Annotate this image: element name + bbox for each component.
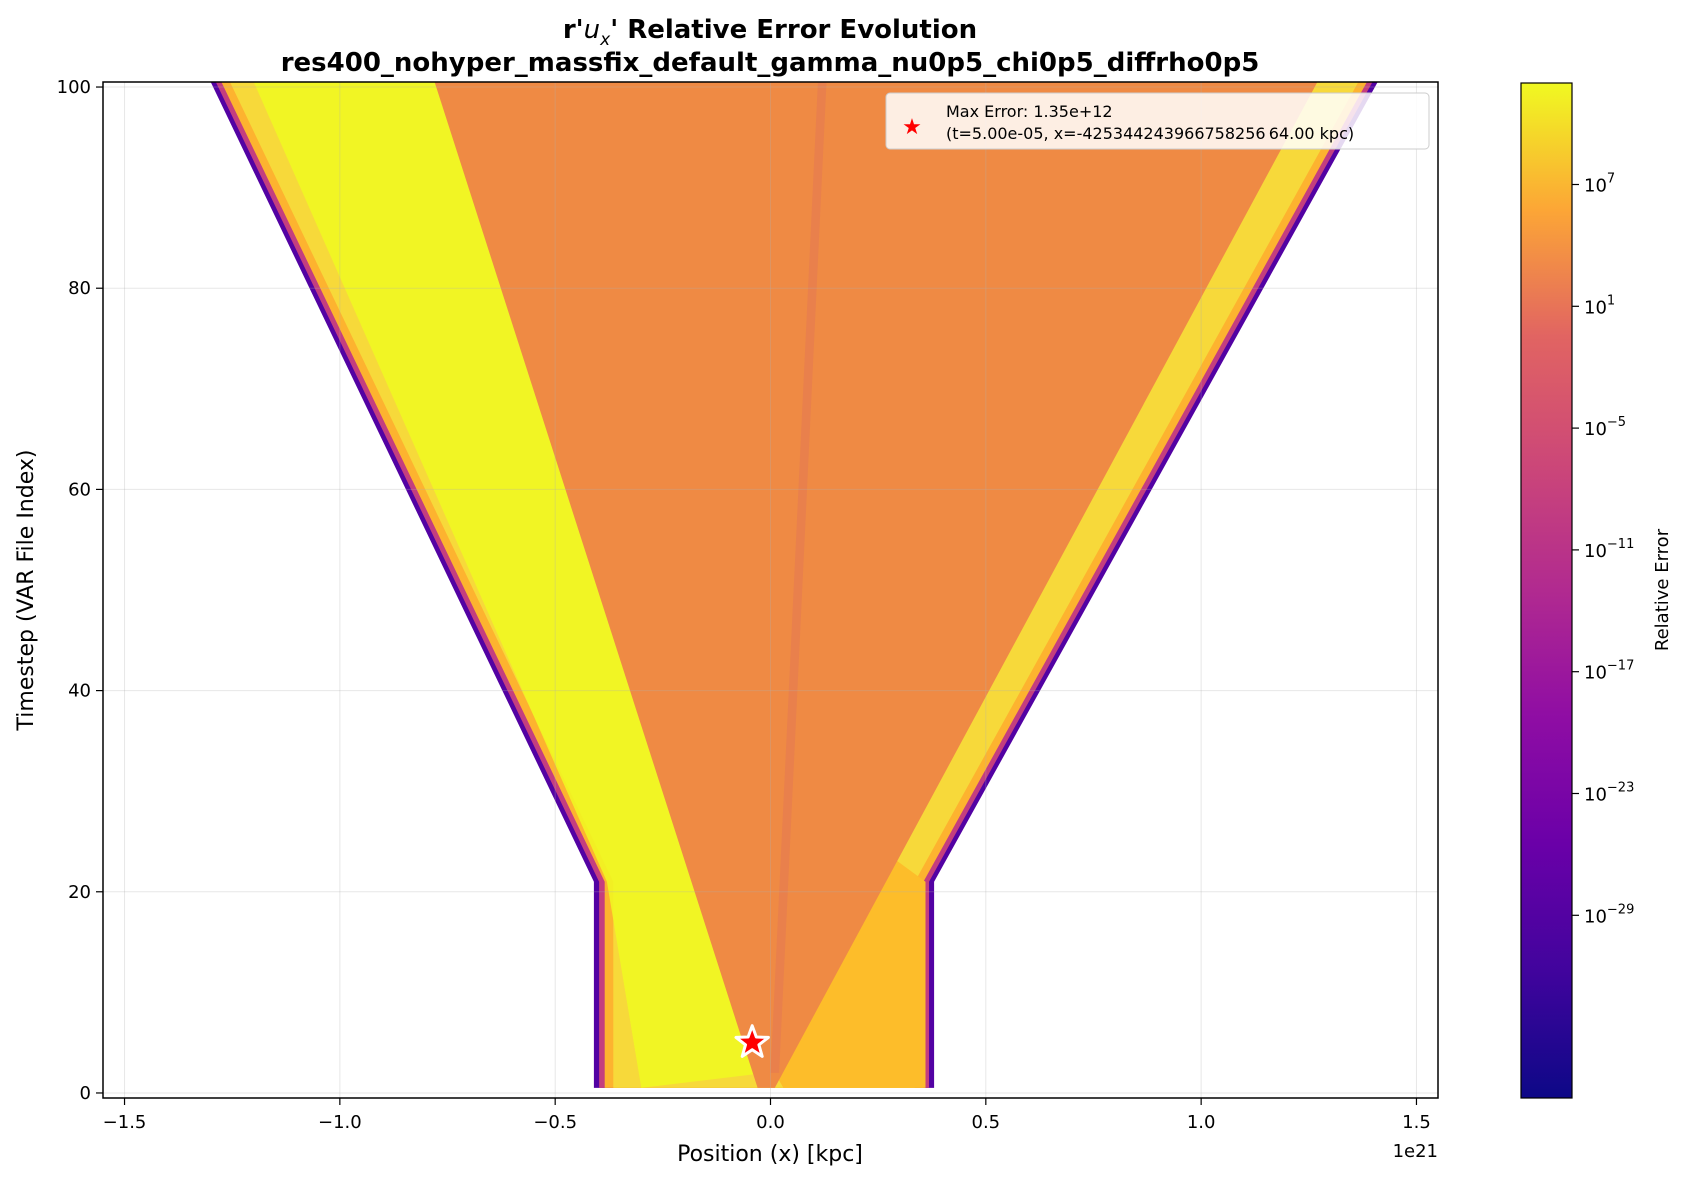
inner-cone-region <box>434 82 1318 1088</box>
y-axis-label: Timestep (VAR File Index) <box>14 450 39 732</box>
right-inner-band <box>774 831 926 1088</box>
grid-lines <box>103 82 1438 1098</box>
x-axis-ticks: −1.5 −1.0 −0.5 0.0 0.5 1.0 1.5 <box>103 1098 1431 1133</box>
left-peak-band <box>253 82 767 1088</box>
y-tick-label: 0 <box>80 1083 91 1104</box>
colorbar: 107 101 10−5 10−11 10−17 10−23 10−29 Relative … <box>1520 82 1673 1099</box>
x-tick-label: −1.5 <box>103 1112 147 1133</box>
x-tick-label: 0.0 <box>756 1112 785 1133</box>
colorbar-tick-label: 10−17 <box>1584 659 1634 684</box>
colorbar-tick-label: 101 <box>1584 293 1615 318</box>
plot-area: −1.5 −1.0 −0.5 0.0 0.5 1.0 1.5 0 20 40 60 80 100 <box>57 77 1439 1133</box>
colorbar-gradient <box>1520 82 1573 1099</box>
legend-box <box>885 92 1430 150</box>
legend: ★ Max Error: 1.35e+12 (t=5.00e-05, x=-42… <box>885 92 1430 150</box>
colorbar-tick-label: 10−29 <box>1584 902 1634 927</box>
colorbar-tick-label: 10−5 <box>1584 415 1626 440</box>
colorbar-tick-label: 10−23 <box>1584 781 1634 806</box>
x-offset-label: 1e21 <box>1393 1141 1438 1162</box>
legend-entry-line2: (t=5.00e-05, x=-425344243966758256 64.00… <box>946 124 1354 143</box>
heatmap-regions <box>210 82 1378 1088</box>
y-axis-ticks: 0 20 40 60 80 100 <box>57 77 103 1104</box>
x-tick-label: 1.0 <box>1187 1112 1216 1133</box>
central-streak <box>770 82 827 1073</box>
legend-entry-line1: Max Error: 1.35e+12 <box>946 102 1113 121</box>
colorbar-ticks: 107 101 10−5 10−11 10−17 10−23 10−29 <box>1572 172 1634 927</box>
x-axis-label: Position (x) [kpc] <box>677 1142 863 1167</box>
max-error-marker <box>734 1024 770 1058</box>
chart-title-line1: r'ux' Relative Error Evolution <box>563 15 977 50</box>
y-tick-label: 60 <box>68 479 91 500</box>
y-tick-label: 20 <box>68 882 91 903</box>
y-tick-label: 100 <box>57 77 91 98</box>
x-tick-label: −1.0 <box>318 1112 362 1133</box>
x-tick-label: 1.5 <box>1402 1112 1431 1133</box>
colorbar-label: Relative Error <box>1652 528 1673 651</box>
colorbar-tick-label: 10−11 <box>1584 537 1634 562</box>
y-tick-label: 40 <box>68 681 91 702</box>
y-tick-label: 80 <box>68 278 91 299</box>
colorbar-tick-label: 107 <box>1584 172 1615 197</box>
legend-star-icon: ★ <box>902 115 922 140</box>
max-error-star-icon <box>734 1024 770 1058</box>
x-tick-label: −0.5 <box>533 1112 577 1133</box>
x-tick-label: 0.5 <box>972 1112 1001 1133</box>
chart-title-line2: res400_nohyper_massfix_default_gamma_nu0… <box>281 48 1260 78</box>
